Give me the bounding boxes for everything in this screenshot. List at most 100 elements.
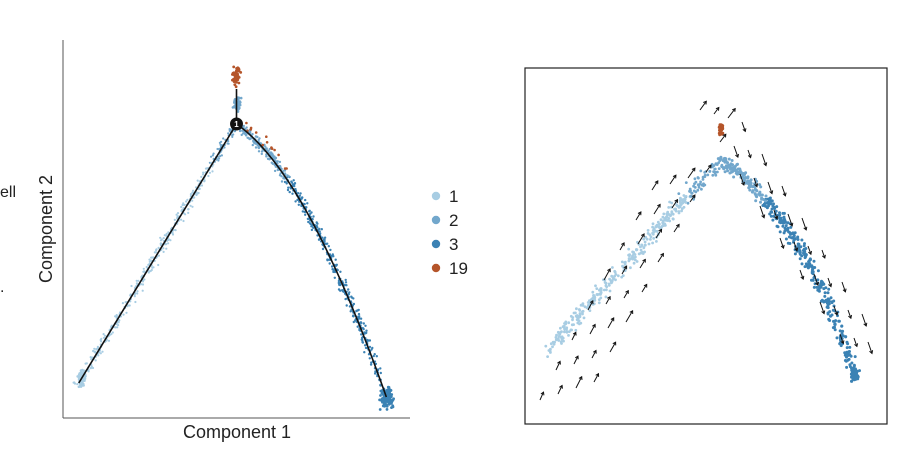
cell-point xyxy=(304,198,307,202)
cell-point xyxy=(148,258,151,261)
velocity-cell-point xyxy=(582,316,586,320)
cell-point xyxy=(254,131,258,134)
velocity-cell-point xyxy=(591,290,595,294)
velocity-arrow xyxy=(761,153,768,167)
cell-point xyxy=(237,67,241,70)
velocity-cell-point xyxy=(674,209,678,213)
velocity-cell-point xyxy=(643,243,647,247)
cell-point xyxy=(354,319,357,322)
velocity-cell-point xyxy=(736,162,739,166)
cell-point xyxy=(251,143,254,147)
cell-point xyxy=(352,302,356,306)
velocity-cell-point xyxy=(774,209,778,213)
velocity-cell-point xyxy=(639,248,643,252)
velocity-cell-point xyxy=(845,365,849,369)
velocity-cell-point xyxy=(839,338,843,342)
velocity-cell-point xyxy=(764,194,768,198)
velocity-cell-point xyxy=(734,168,738,172)
cell-point xyxy=(305,206,308,209)
velocity-cell-point xyxy=(812,285,816,289)
cell-point xyxy=(301,196,304,199)
cell-point xyxy=(234,85,238,89)
velocity-cell-point xyxy=(720,125,724,129)
cell-point xyxy=(103,334,107,337)
velocity-cell-point xyxy=(726,165,730,169)
cell-point xyxy=(150,259,153,262)
cell-point xyxy=(316,222,319,225)
velocity-cell-point xyxy=(581,309,585,313)
legend-label: 19 xyxy=(449,259,468,278)
velocity-cell-point xyxy=(838,329,842,333)
cell-point xyxy=(363,344,367,347)
cell-point xyxy=(234,70,238,74)
velocity-arrow xyxy=(713,106,720,115)
velocity-cell-point xyxy=(554,336,558,339)
cell-point xyxy=(276,160,279,163)
velocity-cell-point xyxy=(820,283,824,287)
velocity-cell-point xyxy=(655,229,659,233)
velocity-cell-point xyxy=(602,288,606,292)
velocity-cell-point xyxy=(597,301,601,305)
cell-point xyxy=(268,147,271,151)
velocity-cell-point xyxy=(778,213,782,217)
velocity-cell-point xyxy=(562,339,565,343)
cell-point xyxy=(276,168,279,172)
velocity-cell-point xyxy=(693,186,697,189)
cell-point xyxy=(344,278,347,282)
velocity-cell-point xyxy=(699,180,702,184)
cell-point xyxy=(373,353,376,356)
velocity-cell-point xyxy=(775,224,779,228)
cell-point xyxy=(385,404,388,408)
trajectory-panel: 1 Component 1 Component 2 xyxy=(36,40,410,442)
legend-swatch xyxy=(431,239,441,249)
velocity-cell-point xyxy=(837,319,841,323)
cell-point xyxy=(332,255,335,258)
velocity-cell-point xyxy=(828,319,832,322)
cell-point xyxy=(116,326,119,329)
velocity-cell-point xyxy=(767,202,771,206)
velocity-cell-point xyxy=(677,210,681,213)
velocity-cell-point xyxy=(731,166,735,169)
velocity-cell-point xyxy=(793,237,797,241)
velocity-cell-point xyxy=(701,178,705,181)
cell-point xyxy=(337,288,341,291)
velocity-cell-point xyxy=(789,225,793,229)
cell-point xyxy=(370,361,373,364)
cell-point xyxy=(334,264,338,267)
cell-point xyxy=(135,279,138,282)
cell-point xyxy=(239,96,243,100)
cell-point xyxy=(162,250,165,253)
velocity-cell-point xyxy=(708,170,712,173)
velocity-cell-point xyxy=(804,247,808,250)
cell-point xyxy=(319,232,322,235)
legend-item: 2 xyxy=(431,211,458,230)
cell-point xyxy=(363,331,366,334)
cell-point xyxy=(357,312,361,316)
velocity-cell-point xyxy=(784,228,788,232)
cell-point xyxy=(189,204,192,207)
cell-point xyxy=(151,256,154,259)
velocity-cell-point xyxy=(811,270,815,274)
velocity-cell-point xyxy=(577,316,580,319)
velocity-cell-point xyxy=(731,169,735,173)
velocity-cell-point xyxy=(570,328,573,332)
legend-item: 19 xyxy=(431,259,468,278)
velocity-cell-point xyxy=(670,210,674,214)
cell-point xyxy=(328,262,331,265)
velocity-cell-point xyxy=(560,337,564,341)
velocity-cell-point xyxy=(826,291,830,295)
cell-point xyxy=(299,192,302,195)
velocity-arrows xyxy=(539,100,874,401)
cell-point xyxy=(160,238,163,241)
velocity-cell-point xyxy=(581,312,584,316)
velocity-cell-point xyxy=(736,170,740,174)
cell-point xyxy=(291,192,294,195)
velocity-arrow xyxy=(813,273,819,287)
velocity-cell-point xyxy=(847,357,851,361)
cell-point xyxy=(141,280,145,283)
cell-point xyxy=(121,302,124,305)
cell-point xyxy=(102,336,106,339)
velocity-cell-point xyxy=(682,194,686,197)
velocity-cell-point xyxy=(744,171,748,175)
cell-point xyxy=(265,153,268,156)
